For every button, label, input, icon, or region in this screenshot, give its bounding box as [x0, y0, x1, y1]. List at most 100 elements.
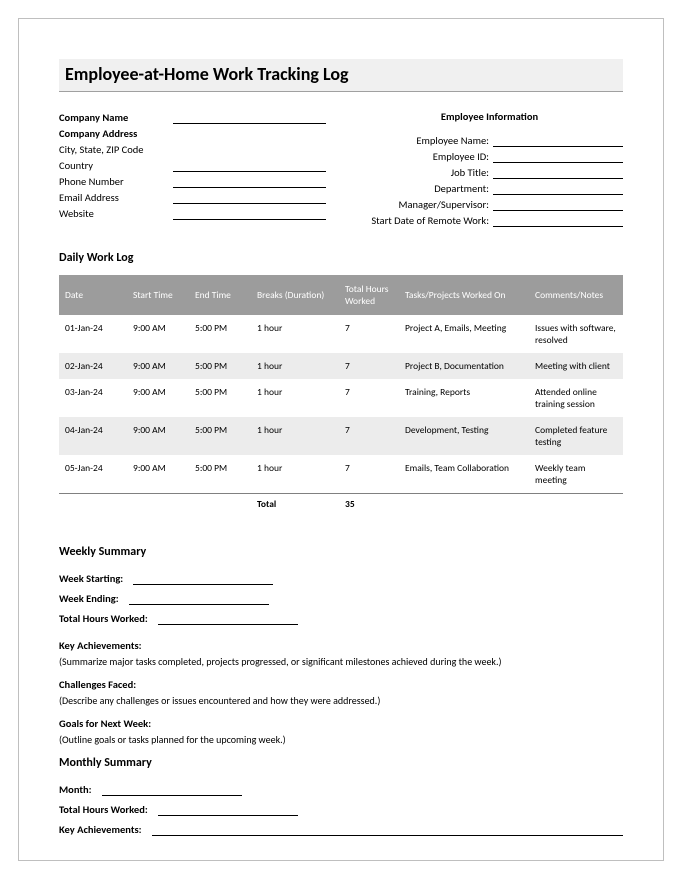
- table-row: 02-Jan-249:00 AM5:00 PM1 hour7Project B,…: [59, 353, 623, 379]
- company-phone-label: Phone Number: [59, 175, 169, 188]
- company-name-label: Company Name: [59, 111, 169, 124]
- week-end-label: Week Ending:: [59, 592, 119, 605]
- cell-hours: 7: [339, 455, 399, 494]
- cell-breaks: 1 hour: [251, 379, 339, 417]
- employee-id-label: Employee ID:: [356, 150, 493, 163]
- week-start-label: Week Starting:: [59, 572, 123, 585]
- total-value: 35: [339, 494, 399, 518]
- company-country-label: Country: [59, 159, 169, 172]
- table-row: 04-Jan-249:00 AM5:00 PM1 hour7Developmen…: [59, 417, 623, 455]
- total-label: Total: [251, 494, 339, 518]
- company-website-label: Website: [59, 207, 169, 220]
- employee-section-title: Employee Information: [356, 110, 623, 123]
- cell-date: 01-Jan-24: [59, 315, 127, 353]
- company-phone-field[interactable]: [173, 187, 326, 188]
- table-row: 05-Jan-249:00 AM5:00 PM1 hour7Emails, Te…: [59, 455, 623, 494]
- daily-log-table: Date Start Time End Time Breaks (Duratio…: [59, 275, 623, 517]
- cell-end: 5:00 PM: [189, 417, 251, 455]
- key-achievements-label: Key Achievements:: [59, 639, 623, 652]
- table-header-row: Date Start Time End Time Breaks (Duratio…: [59, 275, 623, 315]
- document-page: Employee-at-Home Work Tracking Log Compa…: [18, 18, 664, 861]
- col-tasks: Tasks/Projects Worked On: [399, 275, 529, 315]
- challenges-label: Challenges Faced:: [59, 678, 623, 691]
- col-breaks: Breaks (Duration): [251, 275, 339, 315]
- employee-dept-field[interactable]: [493, 194, 623, 195]
- cell-notes: Meeting with client: [529, 353, 623, 379]
- cell-date: 05-Jan-24: [59, 455, 127, 494]
- cell-tasks: Development, Testing: [399, 417, 529, 455]
- total-row: Total 35: [59, 494, 623, 518]
- cell-breaks: 1 hour: [251, 315, 339, 353]
- employee-info: Employee Information Employee Name: Empl…: [356, 110, 623, 229]
- cell-date: 04-Jan-24: [59, 417, 127, 455]
- cell-start: 9:00 AM: [127, 417, 189, 455]
- cell-hours: 7: [339, 379, 399, 417]
- daily-log-heading: Daily Work Log: [59, 251, 623, 265]
- table-row: 01-Jan-249:00 AM5:00 PM1 hour7Project A,…: [59, 315, 623, 353]
- employee-dept-label: Department:: [356, 182, 493, 195]
- cell-breaks: 1 hour: [251, 417, 339, 455]
- cell-start: 9:00 AM: [127, 455, 189, 494]
- weekly-heading: Weekly Summary: [59, 545, 623, 559]
- cell-end: 5:00 PM: [189, 315, 251, 353]
- col-date: Date: [59, 275, 127, 315]
- col-notes: Comments/Notes: [529, 275, 623, 315]
- goals-note: (Outline goals or tasks planned for the …: [59, 733, 623, 746]
- employee-job-label: Job Title:: [356, 166, 493, 179]
- employee-name-label: Employee Name:: [356, 134, 493, 147]
- employee-start-field[interactable]: [493, 226, 623, 227]
- month-ach-field[interactable]: [152, 835, 623, 836]
- company-name-field[interactable]: [173, 123, 326, 124]
- cell-hours: 7: [339, 315, 399, 353]
- employee-name-field[interactable]: [493, 146, 623, 147]
- cell-start: 9:00 AM: [127, 353, 189, 379]
- col-hours: Total Hours Worked: [339, 275, 399, 315]
- month-hours-field[interactable]: [158, 815, 298, 816]
- cell-end: 5:00 PM: [189, 353, 251, 379]
- cell-date: 03-Jan-24: [59, 379, 127, 417]
- month-hours-label: Total Hours Worked:: [59, 803, 148, 816]
- cell-end: 5:00 PM: [189, 379, 251, 417]
- title-bar: Employee-at-Home Work Tracking Log: [59, 59, 623, 92]
- employee-mgr-field[interactable]: [493, 210, 623, 211]
- cell-tasks: Project A, Emails, Meeting: [399, 315, 529, 353]
- cell-hours: 7: [339, 353, 399, 379]
- info-block: Company Name Company Address City, State…: [59, 110, 623, 229]
- company-csz-label: City, State, ZIP Code: [59, 143, 169, 156]
- company-info: Company Name Company Address City, State…: [59, 110, 326, 229]
- cell-breaks: 1 hour: [251, 455, 339, 494]
- cell-start: 9:00 AM: [127, 379, 189, 417]
- cell-end: 5:00 PM: [189, 455, 251, 494]
- week-hours-field[interactable]: [158, 624, 298, 625]
- cell-tasks: Emails, Team Collaboration: [399, 455, 529, 494]
- employee-id-field[interactable]: [493, 162, 623, 163]
- company-address-label: Company Address: [59, 127, 169, 140]
- employee-mgr-label: Manager/Supervisor:: [356, 198, 493, 211]
- employee-job-field[interactable]: [493, 178, 623, 179]
- week-start-field[interactable]: [133, 584, 273, 585]
- month-field[interactable]: [102, 795, 242, 796]
- month-label: Month:: [59, 783, 92, 796]
- month-ach-label: Key Achievements:: [59, 823, 142, 836]
- company-email-field[interactable]: [173, 203, 326, 204]
- col-start: Start Time: [127, 275, 189, 315]
- challenges-note: (Describe any challenges or issues encou…: [59, 694, 623, 707]
- cell-date: 02-Jan-24: [59, 353, 127, 379]
- monthly-heading: Monthly Summary: [59, 756, 623, 770]
- company-website-field[interactable]: [173, 219, 326, 220]
- cell-notes: Weekly team meeting: [529, 455, 623, 494]
- company-country-field[interactable]: [173, 171, 326, 172]
- goals-label: Goals for Next Week:: [59, 717, 623, 730]
- company-email-label: Email Address: [59, 191, 169, 204]
- cell-start: 9:00 AM: [127, 315, 189, 353]
- week-end-field[interactable]: [129, 604, 269, 605]
- table-row: 03-Jan-249:00 AM5:00 PM1 hour7Training, …: [59, 379, 623, 417]
- cell-tasks: Project B, Documentation: [399, 353, 529, 379]
- cell-tasks: Training, Reports: [399, 379, 529, 417]
- cell-notes: Issues with software, resolved: [529, 315, 623, 353]
- cell-notes: Attended online training session: [529, 379, 623, 417]
- page-title: Employee-at-Home Work Tracking Log: [65, 63, 617, 85]
- employee-start-label: Start Date of Remote Work:: [356, 214, 493, 227]
- key-achievements-note: (Summarize major tasks completed, projec…: [59, 655, 623, 668]
- cell-notes: Completed feature testing: [529, 417, 623, 455]
